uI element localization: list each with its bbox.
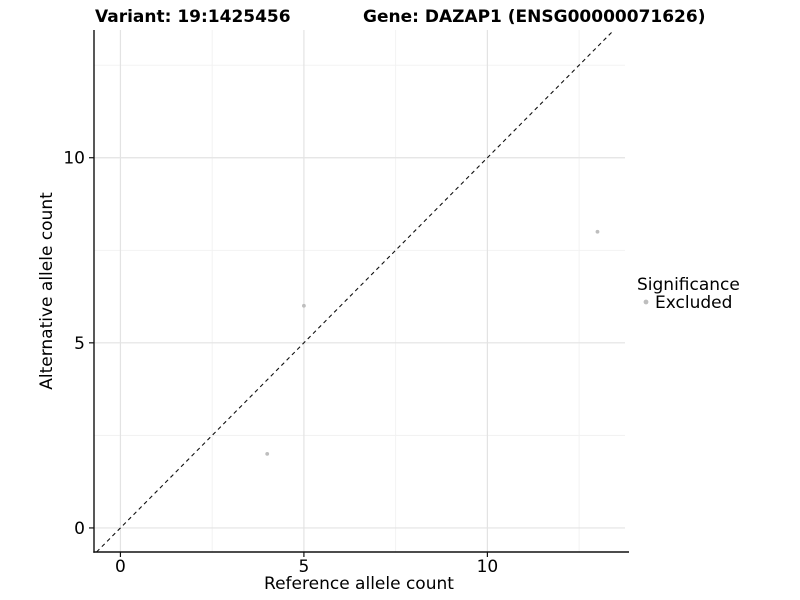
y-axis-ticks: 0 5 10 (63, 149, 94, 539)
x-tick-label: 0 (115, 557, 126, 577)
legend-item-excluded: Excluded (655, 293, 732, 313)
data-point (302, 303, 306, 308)
data-point (265, 451, 270, 456)
legend: Significance Excluded (637, 275, 740, 313)
y-axis-title: Alternative allele count (37, 192, 57, 390)
data-points (265, 229, 600, 456)
plot-title-gene: Gene: DAZAP1 (ENSG00000071626) (363, 7, 705, 27)
y-tick-label: 10 (63, 149, 85, 169)
x-axis-title: Reference allele count (264, 574, 454, 594)
axis-lines (93, 30, 629, 553)
x-tick-label: 10 (477, 557, 499, 577)
legend-marker-circle-icon (643, 299, 649, 305)
plot-title-variant: Variant: 19:1425456 (95, 7, 291, 27)
y-tick-label: 0 (74, 519, 85, 539)
identity-dashed-line (96, 29, 615, 553)
x-axis-ticks: 0 5 10 (115, 552, 498, 577)
y-tick-label: 5 (74, 334, 85, 354)
grid-minor-lines (94, 30, 625, 552)
legend-title: Significance (637, 275, 740, 295)
grid-major-lines (94, 30, 625, 552)
data-point (595, 229, 600, 234)
x-tick-label: 5 (298, 557, 309, 577)
